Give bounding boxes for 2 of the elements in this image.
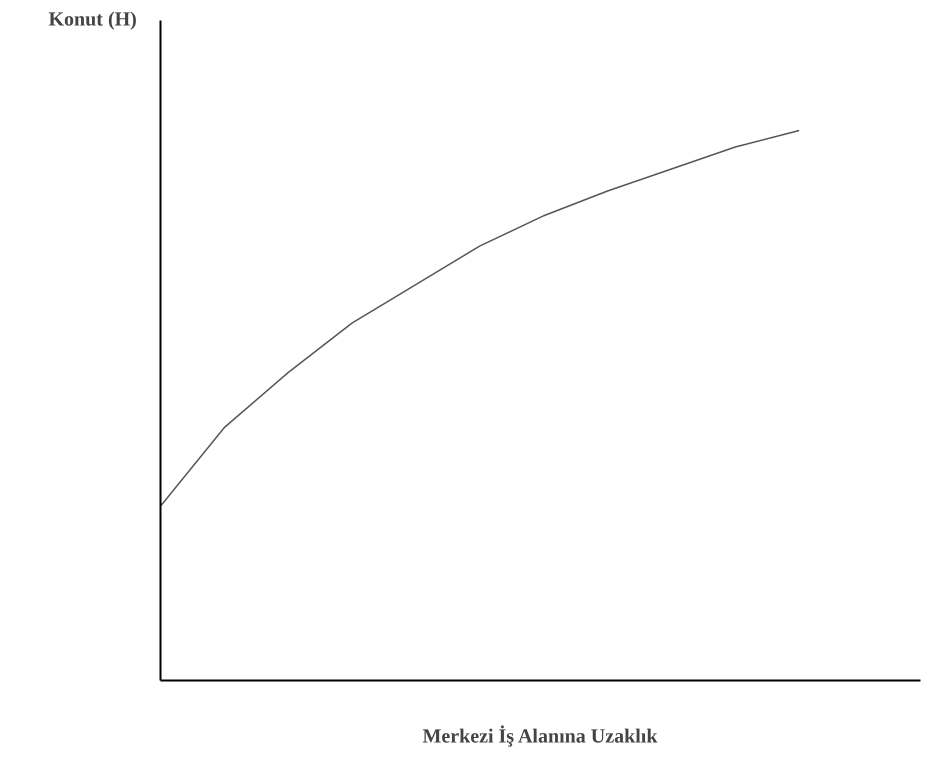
x-axis-title: Merkezi İş Alanına Uzaklık xyxy=(422,724,658,748)
text: Konut (H) xyxy=(48,8,137,30)
